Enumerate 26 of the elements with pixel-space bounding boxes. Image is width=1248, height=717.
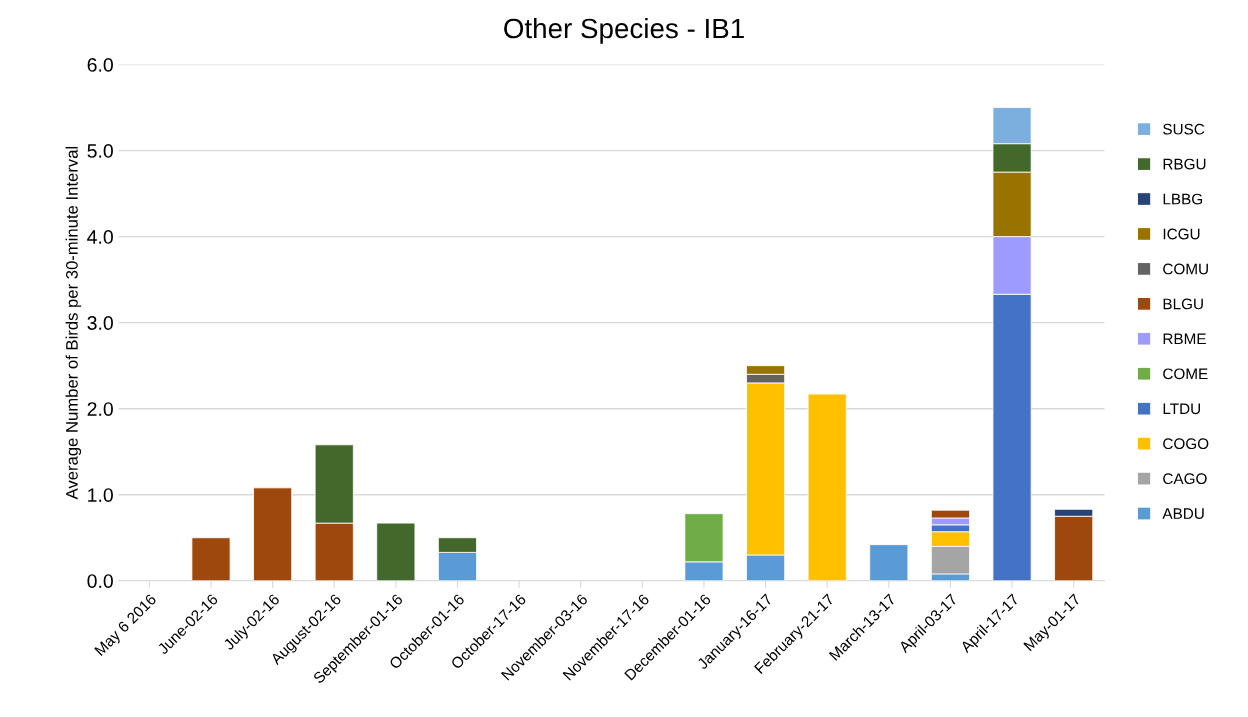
legend-label: SUSC — [1163, 123, 1205, 135]
legend-label: LTDU — [1163, 403, 1200, 415]
legend-label: ICGU — [1163, 228, 1200, 240]
legend-label: ABDU — [1162, 508, 1204, 520]
y-tick-label: 1.0 — [88, 488, 113, 502]
y-tick-label: 5.0 — [87, 144, 113, 158]
legend-label: RBGU — [1163, 158, 1206, 170]
y-tick-label: 3.0 — [87, 316, 113, 330]
legend-label: RBME — [1163, 333, 1206, 345]
chart-title: Other Species - IB1 — [504, 17, 744, 44]
bar — [376, 522, 416, 581]
bar — [869, 544, 909, 581]
bar — [807, 393, 847, 581]
y-tick-label: 6.0 — [87, 58, 113, 72]
legend-label: COGO — [1163, 438, 1209, 450]
legend-label: COME — [1163, 368, 1208, 380]
legend-label: LBBG — [1163, 193, 1203, 205]
legend-label: COMU — [1163, 263, 1208, 275]
y-tick-label: 4.0 — [87, 230, 113, 244]
y-tick-label: 2.0 — [87, 402, 113, 416]
bar — [191, 537, 231, 581]
legend-label: CAGO — [1163, 473, 1207, 485]
y-tick-label: 0.0 — [87, 574, 113, 589]
y-axis-title: Average Number of Birds per 30-minute Interval — [65, 146, 82, 500]
bar — [253, 487, 293, 581]
legend-label: BLGU — [1163, 298, 1203, 310]
